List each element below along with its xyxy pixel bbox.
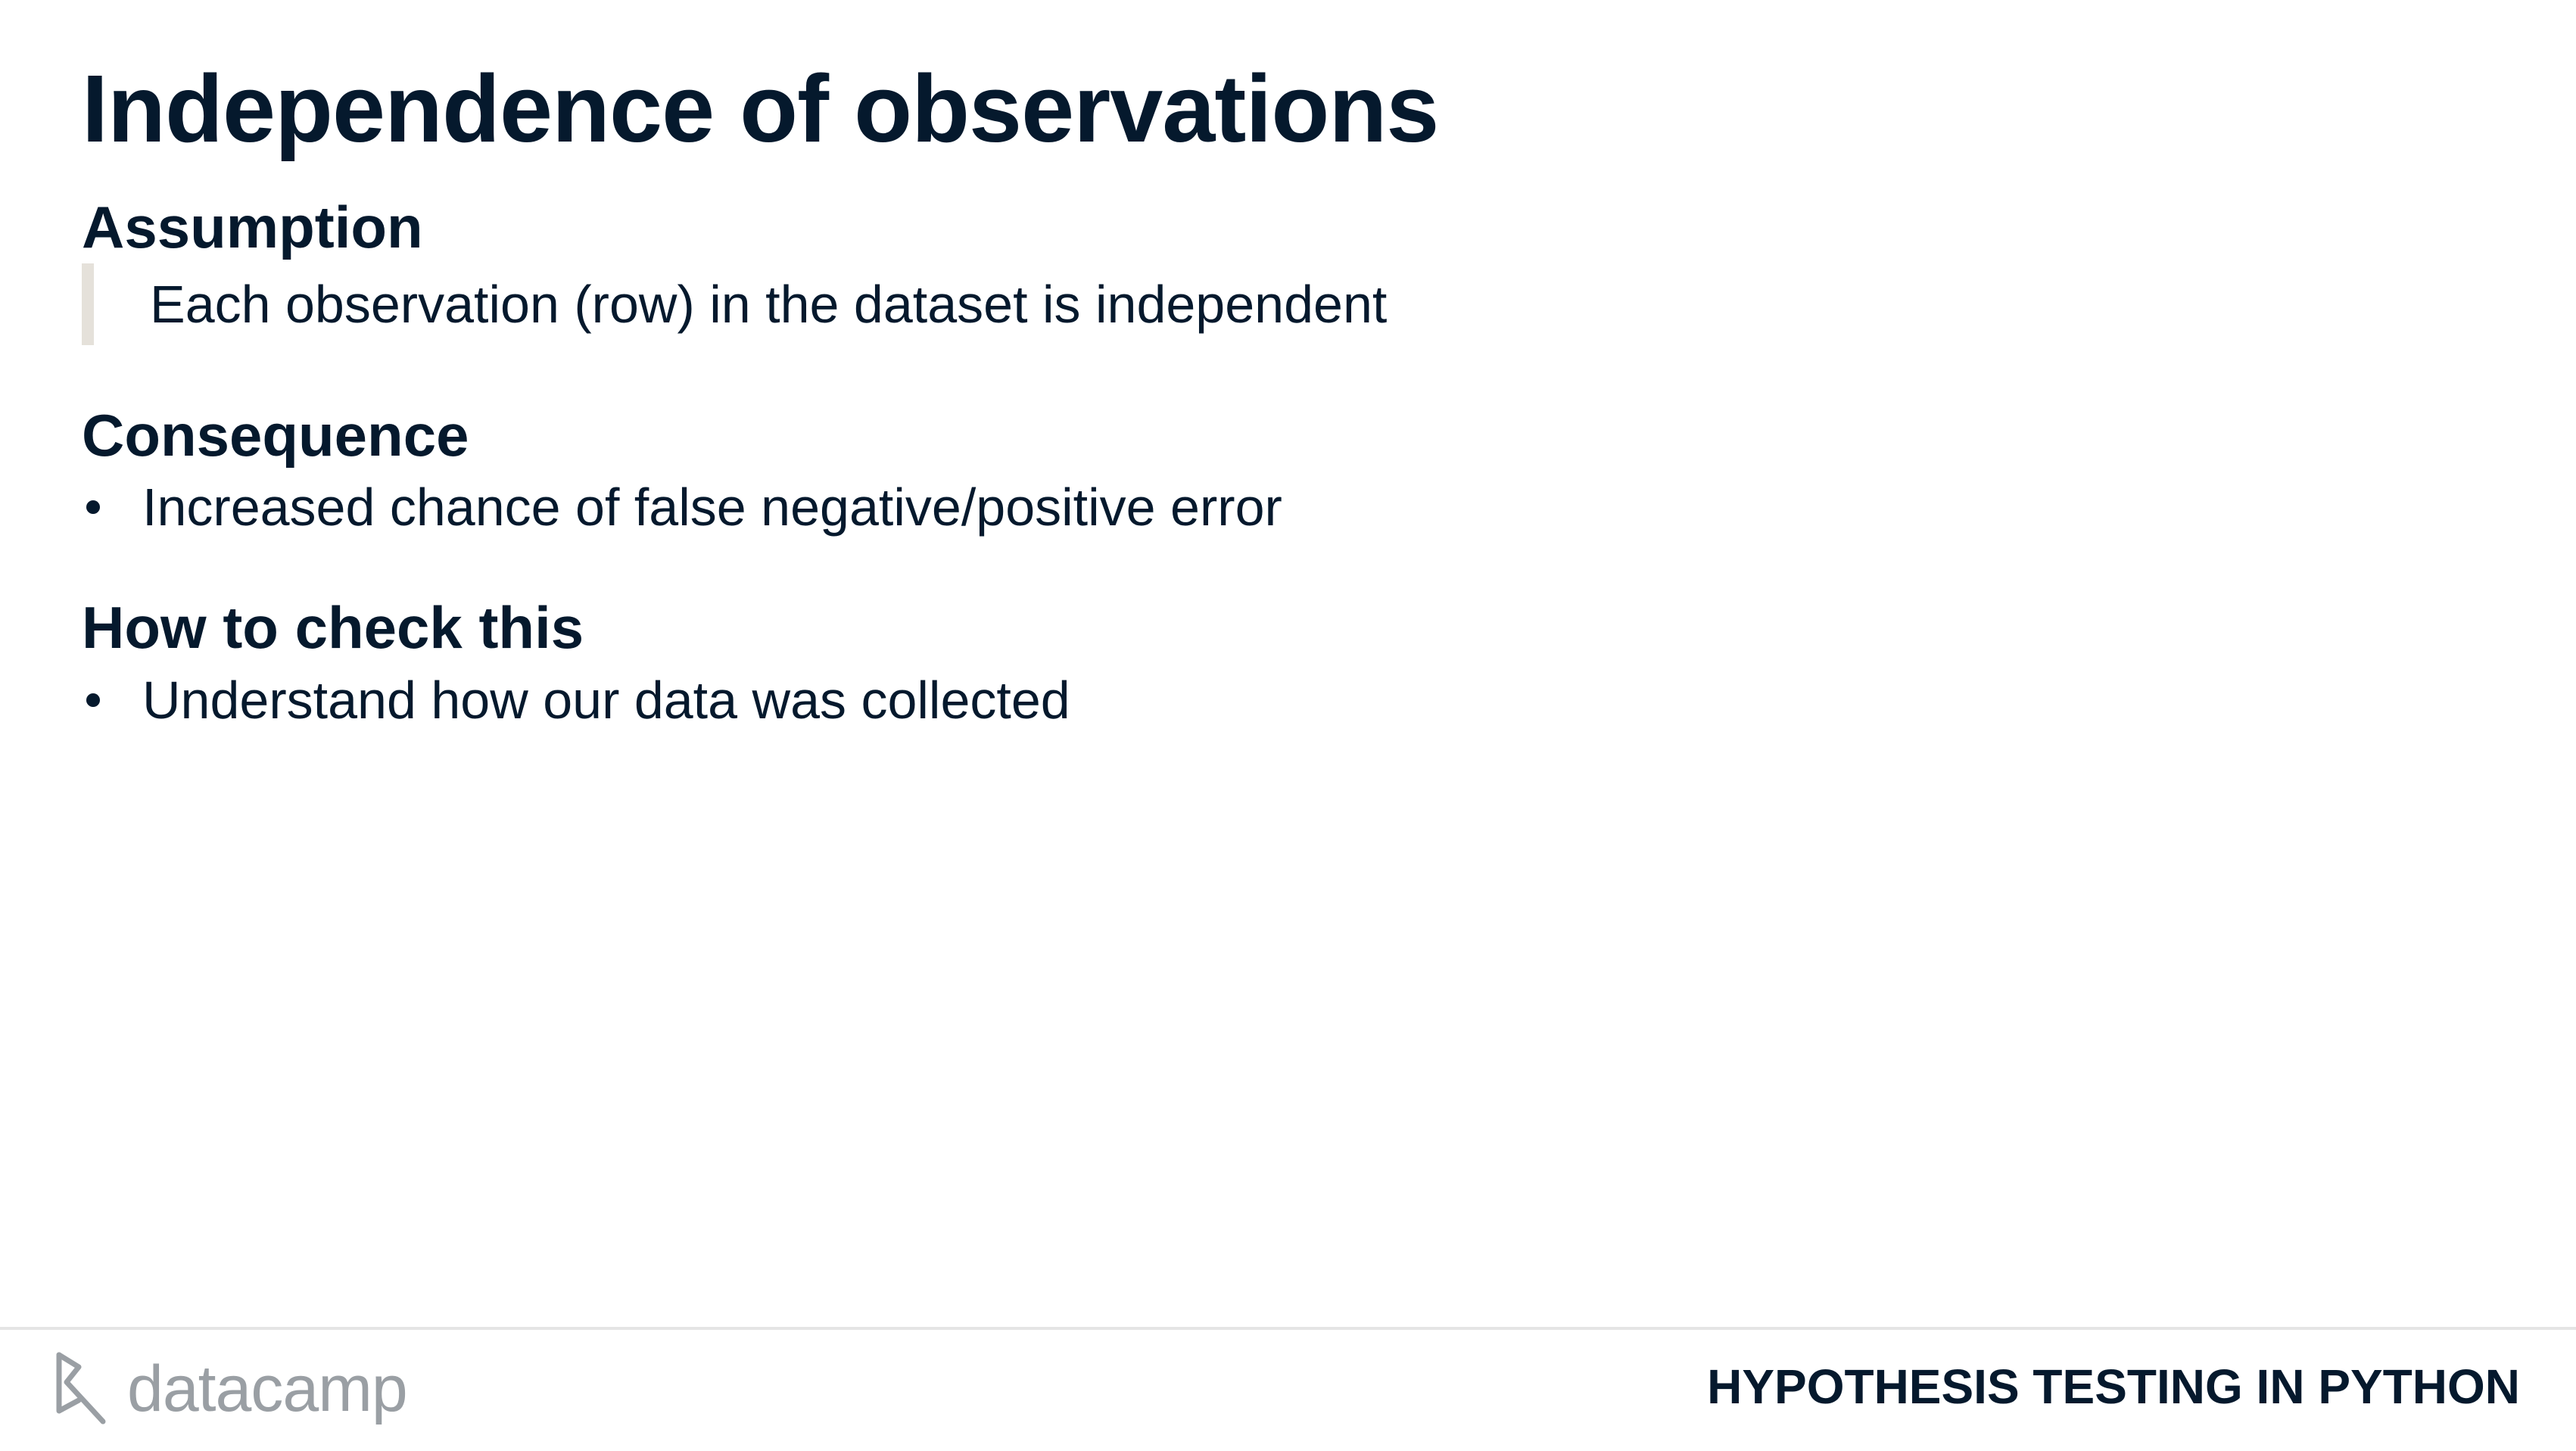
footer-divider	[0, 1327, 2576, 1330]
bullet-icon	[86, 693, 100, 707]
course-title: HYPOTHESIS TESTING IN PYTHON	[1707, 1359, 2520, 1414]
assumption-quote: Each observation (row) in the dataset is…	[82, 263, 1387, 345]
how-to-check-heading: How to check this	[82, 594, 584, 661]
consequence-bullet-text: Increased chance of false negative/posit…	[142, 478, 1282, 537]
slide-title: Independence of observations	[82, 55, 1439, 162]
bullet-icon	[86, 500, 100, 514]
how-to-check-bullet-text: Understand how our data was collected	[142, 671, 1070, 730]
datacamp-logo-icon	[56, 1352, 106, 1425]
how-to-check-bullet: Understand how our data was collected	[82, 668, 1070, 732]
quote-bar	[82, 263, 94, 345]
logo-text: datacamp	[127, 1353, 408, 1425]
assumption-heading: Assumption	[82, 194, 423, 260]
consequence-heading: Consequence	[82, 402, 469, 469]
datacamp-logo: datacamp	[53, 1349, 408, 1425]
consequence-bullet: Increased chance of false negative/posit…	[82, 475, 1282, 539]
assumption-quote-text: Each observation (row) in the dataset is…	[150, 275, 1388, 334]
